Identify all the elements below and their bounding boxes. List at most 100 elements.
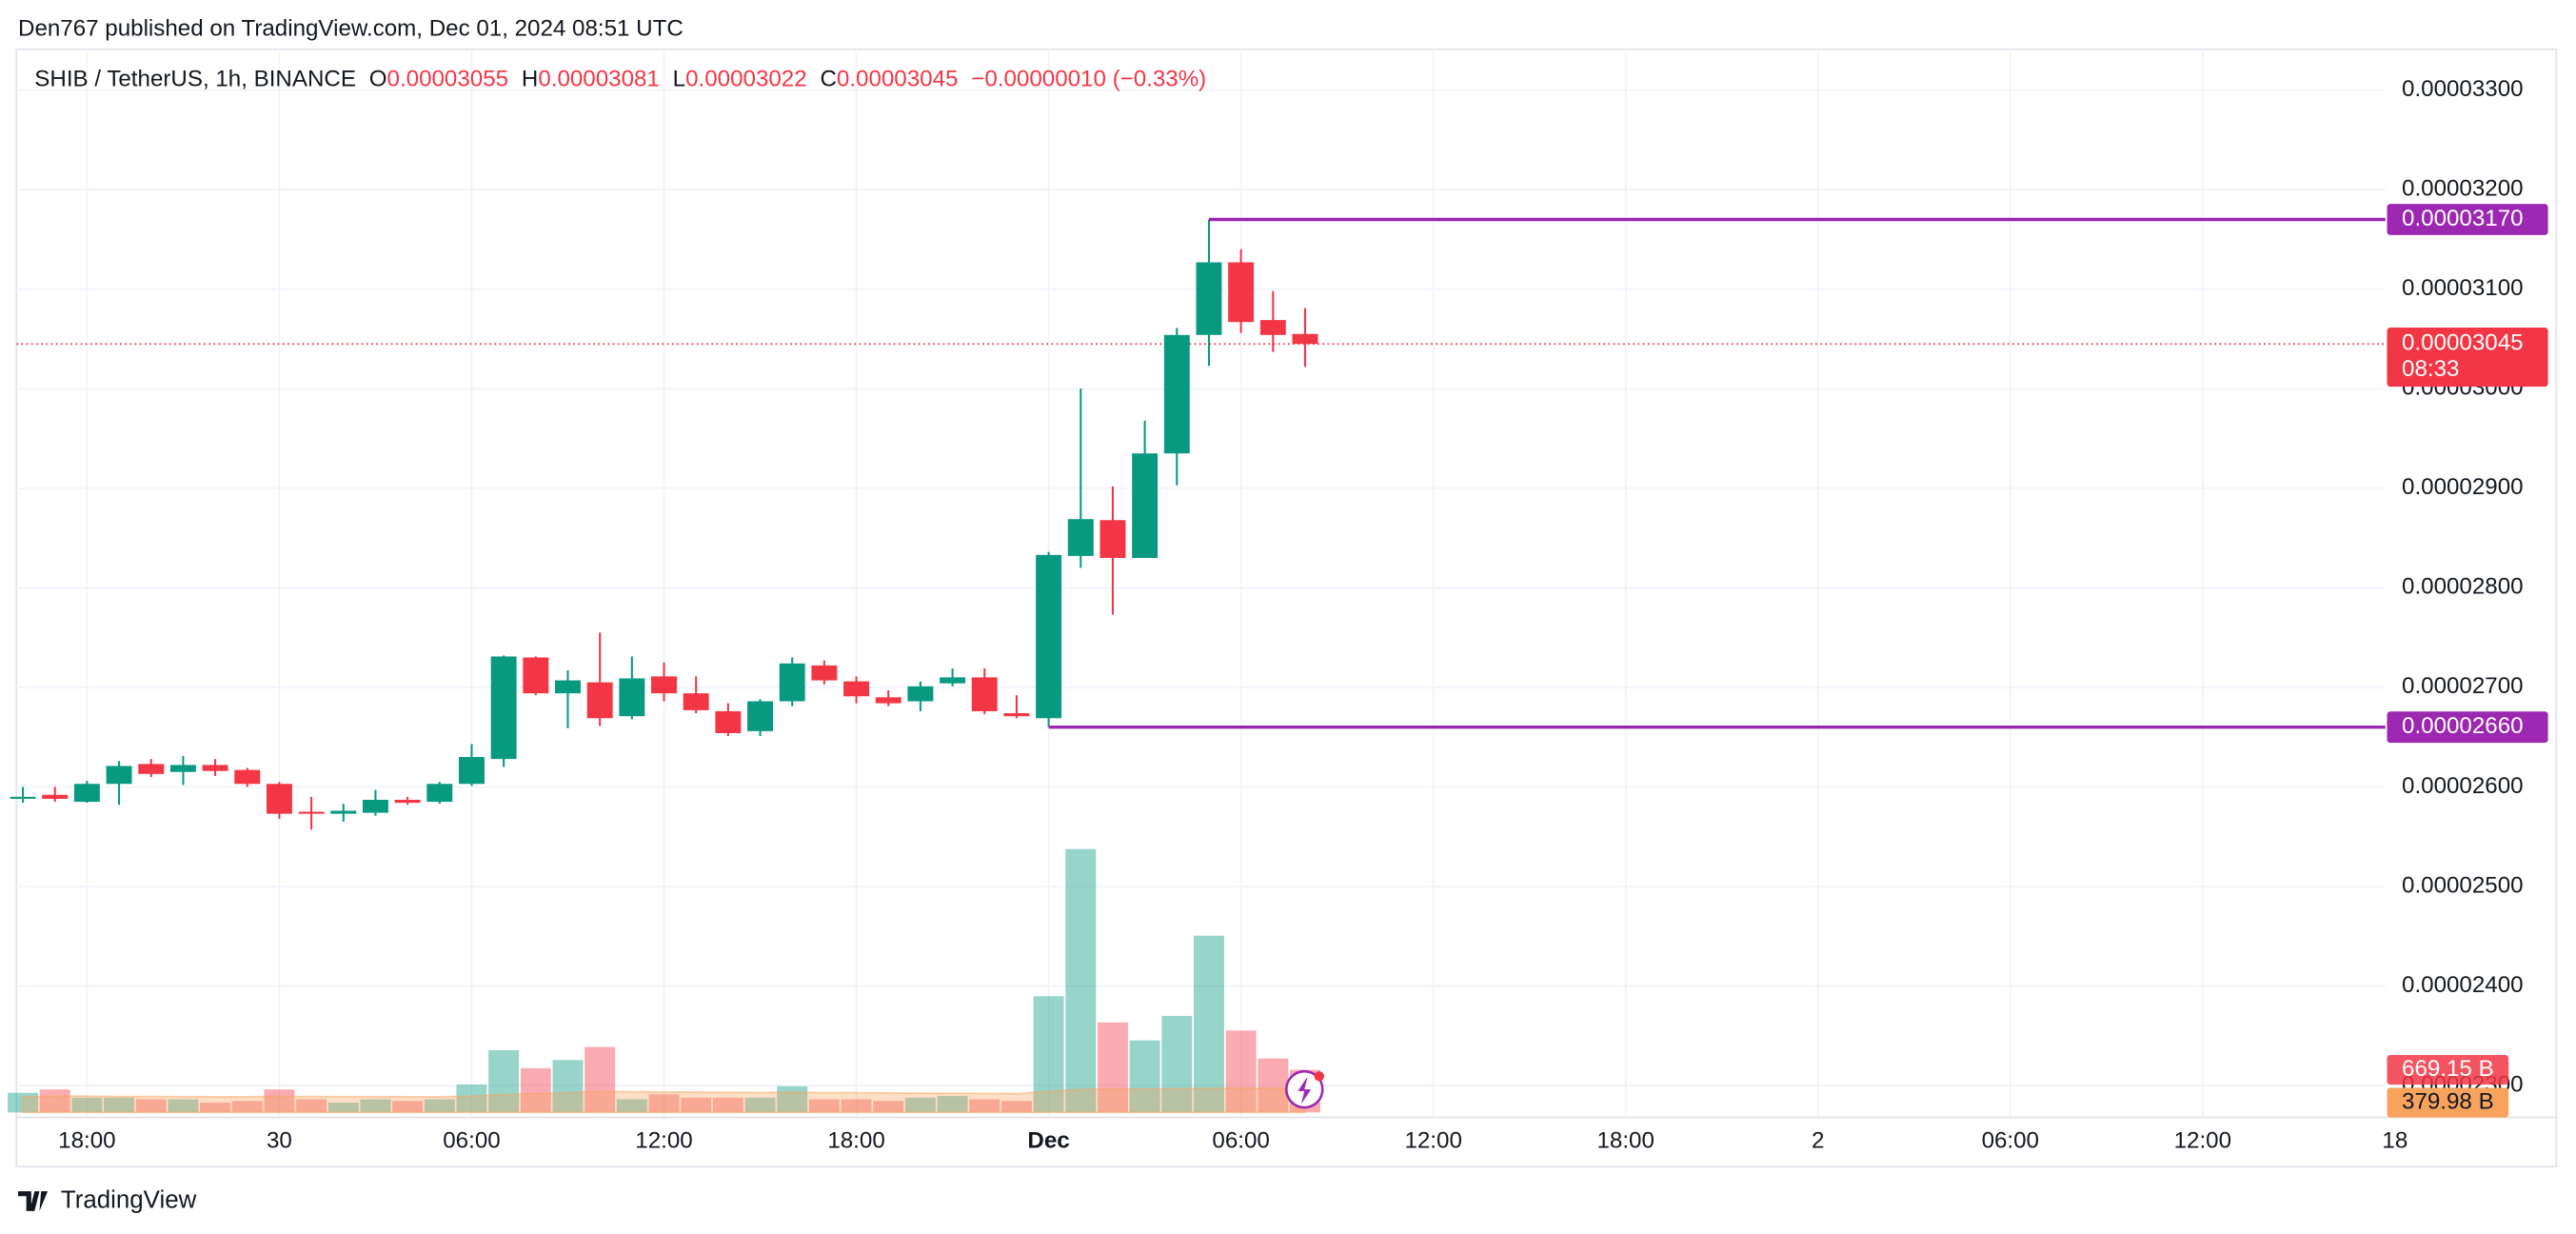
volume-bar <box>873 1101 904 1113</box>
candle-body <box>426 784 453 803</box>
volume-bar <box>712 1097 743 1113</box>
y-tick-label: 0.00003100 <box>2402 275 2524 301</box>
volume-bar <box>488 1049 520 1113</box>
x-tick-label: Dec <box>1027 1128 1069 1154</box>
volume-bar <box>168 1099 199 1113</box>
volume-bar <box>585 1046 616 1113</box>
plot-frame <box>15 48 2558 1168</box>
publisher: Den767 published on TradingView.com, Dec… <box>18 15 684 41</box>
volume-bar <box>744 1097 776 1113</box>
x-tick-label: 2 <box>1812 1128 1824 1154</box>
volume-bar <box>841 1099 872 1113</box>
last-price-label: 0.00003045 <box>2402 330 2524 356</box>
volume-ma <box>22 1087 1306 1114</box>
y-tick-label: 0.00002400 <box>2402 972 2524 998</box>
y-tick-label: 0.00003300 <box>2402 76 2524 102</box>
volume-bar <box>200 1103 231 1113</box>
brand-logo <box>18 1191 49 1211</box>
close: 0.00003045 <box>837 67 959 92</box>
candle-body <box>1228 262 1255 323</box>
candle-body <box>779 663 805 702</box>
candle-body <box>1196 262 1222 335</box>
volume-bar <box>135 1099 167 1113</box>
volume-bar <box>648 1094 680 1113</box>
candle-body <box>298 811 325 814</box>
x-tick-label: 30 <box>267 1128 292 1154</box>
candle-body <box>42 794 69 799</box>
low: 0.00003022 <box>685 67 807 92</box>
volume-bar <box>904 1097 936 1113</box>
candle-body <box>1292 333 1318 345</box>
countdown: 08:33 <box>2402 356 2459 382</box>
candle-body <box>651 676 677 694</box>
volume-bar <box>39 1089 70 1113</box>
candle-body <box>234 769 261 785</box>
symbol: SHIB / TetherUS, 1h, BINANCE <box>34 67 356 92</box>
candle-body <box>523 657 549 694</box>
candle-body <box>683 693 709 710</box>
plot-area: 0.00002400 0.00002500 0.00002600 0.00002700… <box>8 48 2558 1168</box>
volume-bar <box>296 1099 327 1113</box>
candle-body <box>971 677 998 711</box>
volume-bar <box>392 1101 424 1113</box>
x-tick-label: 12:00 <box>2174 1128 2231 1154</box>
close-label: C <box>820 67 836 92</box>
candle-body <box>106 766 132 785</box>
x-tick-label: 06:00 <box>443 1128 500 1154</box>
candle-body <box>555 680 581 694</box>
volume-bar <box>1065 848 1097 1113</box>
volume-ma-label-box <box>2387 1087 2509 1118</box>
x-tick-label: 12:00 <box>1404 1128 1461 1154</box>
x-tick-label: 18:00 <box>1596 1128 1654 1154</box>
volume-bar <box>424 1099 455 1113</box>
x-tick-label: 18 <box>2382 1128 2408 1154</box>
volume-bar <box>552 1060 584 1113</box>
candle-body <box>490 656 517 760</box>
candle-body <box>1036 554 1062 719</box>
volume-bar <box>360 1099 391 1113</box>
level-label-box <box>2387 711 2548 744</box>
y-tick-label: 0.00003200 <box>2402 176 2524 202</box>
volume-bar <box>1033 996 1064 1113</box>
candle-body <box>843 681 870 697</box>
candle-body <box>10 796 36 799</box>
candle-body <box>266 784 292 814</box>
y-tick-label: 0.00002600 <box>2402 773 2524 799</box>
candle-body <box>1067 519 1094 556</box>
candle-body <box>362 799 388 813</box>
low-label: L <box>673 67 685 92</box>
volume-bar <box>231 1101 263 1113</box>
level-label-box <box>2387 204 2548 235</box>
volume-bar <box>1001 1101 1032 1113</box>
volume-bar <box>681 1097 712 1113</box>
candle-body <box>202 765 228 771</box>
legend: SHIB / TetherUS, 1h, BINANCE O0.00003055 H… <box>34 67 1206 92</box>
candle-body <box>875 697 902 704</box>
volume-bar <box>456 1085 487 1113</box>
candle-body <box>1259 320 1286 335</box>
high: 0.00003081 <box>538 67 660 92</box>
candle-body <box>1003 713 1030 717</box>
candle-body <box>73 784 100 803</box>
volume-bar <box>937 1096 968 1113</box>
x-tick-label: 06:00 <box>1212 1128 1269 1154</box>
y-tick-label: 0.00002700 <box>2402 673 2524 699</box>
high-label: H <box>522 67 538 92</box>
candle-body <box>586 682 613 719</box>
candle-body <box>940 677 966 684</box>
candle-body <box>907 686 934 702</box>
candle-body <box>715 710 742 733</box>
x-tick-label: 06:00 <box>1982 1128 2039 1154</box>
brand: TradingView <box>61 1186 197 1213</box>
alert-bolt <box>1298 1076 1312 1105</box>
change: −0.00000010 (−0.33%) <box>971 67 1206 92</box>
volume-bar <box>1129 1040 1160 1113</box>
candle-body <box>811 665 838 681</box>
y-tick-label: 0.00002800 <box>2402 574 2524 600</box>
x-tick-label: 12:00 <box>635 1128 692 1154</box>
y-tick-label: 0.00002500 <box>2402 872 2524 898</box>
last-price-box <box>2387 327 2548 388</box>
candle-body <box>1163 334 1190 454</box>
volume-bar <box>327 1103 359 1113</box>
